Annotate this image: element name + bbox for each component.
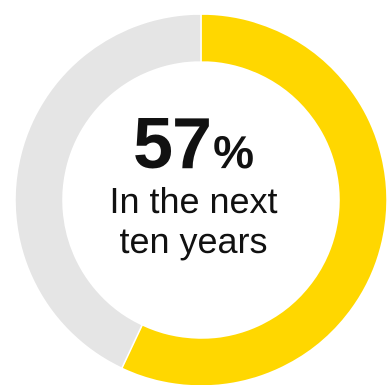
donut-slice-remainder [14,13,202,370]
donut-slice-value [120,13,387,385]
